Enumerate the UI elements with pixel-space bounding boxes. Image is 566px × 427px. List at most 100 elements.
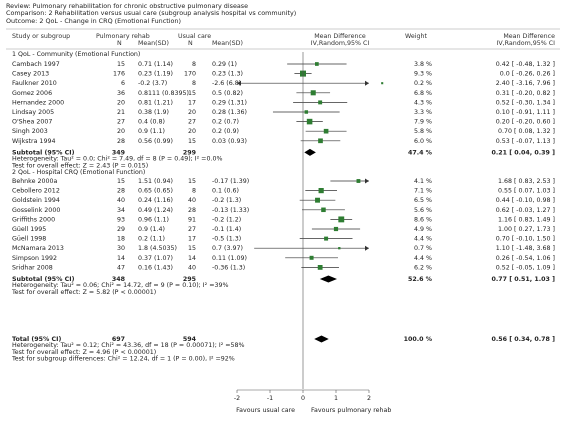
effect-point <box>318 138 323 144</box>
study-name: Güell 1998 <box>12 236 46 243</box>
effect-point <box>315 62 319 66</box>
rehab-n: 30 <box>117 245 125 252</box>
usual-n: 27 <box>188 119 196 126</box>
subtotal-ci: 0.21 [ 0.04, 0.39 ] <box>491 149 555 156</box>
weight-value: 0.2 % <box>414 80 432 87</box>
study-name: Simpson 1992 <box>12 255 57 262</box>
rehab-n: 21 <box>117 109 125 116</box>
study-arrow-right <box>365 245 369 251</box>
rehab-n: 40 <box>117 197 125 204</box>
study-name: Lindsay 2005 <box>12 109 54 116</box>
usual-n: 20 <box>188 128 196 135</box>
favours-right-label: Favours pulmonary rehab <box>311 407 391 414</box>
subtotal-diamond <box>319 275 337 283</box>
study-arrow-left <box>237 80 241 86</box>
overall-effect-note: Test for overall effect: Z = 2.43 (P = 0… <box>11 162 148 169</box>
review-title: Review: Pulmonary rehabilitation for chr… <box>6 2 249 10</box>
study-name: Behnke 2000a <box>12 178 57 185</box>
usual-mean-sd: 0.11 (1.09) <box>212 255 247 262</box>
heterogeneity-note: Heterogeneity: Tau² = 0.06; Chi² = 14.72… <box>12 282 228 289</box>
comparison-title: Comparison: 2 Rehabilitation versus usua… <box>6 9 297 18</box>
x-tick-label: 1 <box>334 395 338 402</box>
usual-mean-sd: -0.2 (1.3) <box>212 197 241 204</box>
usual-mean-sd: -0.13 (1.33) <box>212 207 249 214</box>
subtotal-rehab-n: 349 <box>112 149 125 156</box>
usual-n: 17 <box>188 236 196 243</box>
rehab-n: 20 <box>117 128 125 135</box>
md-ci-value: 0.0 [ -0.26, 0.26 ] <box>500 71 555 78</box>
rehab-n: 47 <box>117 264 125 271</box>
md-ci-value: 0.20 [ -0.20, 0.60 ] <box>496 119 555 126</box>
study-name: Sridhar 2008 <box>12 264 53 271</box>
usual-mean-sd: 0.5 (0.82) <box>212 90 243 97</box>
study-name: Singh 2003 <box>12 128 48 135</box>
usual-mean-sd: 0.2 (0.9) <box>212 128 239 135</box>
usual-n: 8 <box>192 80 196 87</box>
usual-mean-sd: 0.29 (1) <box>212 61 237 68</box>
usual-n: 15 <box>188 245 196 252</box>
rehab-mean-sd: 0.81 (1.21) <box>138 99 173 106</box>
study-name: O'Shea 2007 <box>12 119 52 126</box>
rehab-mean-sd: 0.56 (0.99) <box>138 138 173 145</box>
weight-value: 5.6 % <box>414 207 432 214</box>
x-tick-label: -2 <box>234 395 240 402</box>
col-usual: Usual care <box>178 33 211 40</box>
rehab-n: 15 <box>117 61 125 68</box>
md-ci-value: 2.40 [ -3.16, 7.96 ] <box>496 80 555 87</box>
usual-mean-sd: 0.7 (3.97) <box>212 245 243 252</box>
weight-value: 7.9 % <box>414 119 432 126</box>
md-ci-value: 0.70 [ 0.08, 1.32 ] <box>498 128 555 135</box>
effect-point <box>333 226 339 232</box>
usual-mean-sd: 0.2 (0.7) <box>212 119 239 126</box>
study-name: Wijkstra 1994 <box>12 138 55 145</box>
md-ci-value: 1.16 [ 0.83, 1.49 ] <box>498 216 555 223</box>
weight-value: 5.8 % <box>414 128 432 135</box>
study-name: Gosselink 2000 <box>12 207 60 214</box>
usual-n: 15 <box>188 90 196 97</box>
study-name: Hernandez 2000 <box>12 99 64 106</box>
col-study: Study or subgroup <box>12 33 70 40</box>
rehab-mean-sd: 1.51 (0.94) <box>138 178 173 185</box>
subtotal-usual-n: 299 <box>183 149 196 156</box>
md-ci-value: 0.26 [ -0.54, 1.06 ] <box>496 255 555 262</box>
study-name: Güell 1995 <box>12 226 46 233</box>
md-ci-value: 0.52 [ -0.30, 1.34 ] <box>496 99 555 106</box>
usual-mean-sd: -0.5 (1.3) <box>212 236 241 243</box>
effect-point <box>304 110 309 114</box>
study-arrow-right <box>365 178 369 184</box>
x-tick-label: 0 <box>301 395 305 402</box>
study-name: Cebollero 2012 <box>12 188 60 195</box>
col-md2-sub: IV,Random,95% CI <box>497 40 556 47</box>
effect-point <box>309 255 314 260</box>
study-name: Gomez 2006 <box>12 90 52 97</box>
subtotal-label: Subtotal (95% CI) <box>12 149 75 156</box>
rehab-mean-sd: 0.49 (1.24) <box>138 207 173 214</box>
rehab-n: 176 <box>113 71 125 78</box>
usual-n: 15 <box>188 178 196 185</box>
subtotal-weight: 52.6 % <box>408 276 433 283</box>
total-weight: 100.0 % <box>404 336 433 343</box>
rehab-n: 14 <box>117 255 125 262</box>
effect-point <box>356 179 361 183</box>
total-note: Test for overall effect: Z = 4.96 (P < 0… <box>11 349 156 356</box>
total-rehab-n: 697 <box>112 336 125 343</box>
rehab-mean-sd: 0.2 (1.1) <box>138 236 165 243</box>
rehab-mean-sd: 0.16 (1.43) <box>138 264 173 271</box>
study-name: Cambach 1997 <box>12 61 60 68</box>
md-ci-value: 0.55 [ 0.07, 1.03 ] <box>498 188 555 195</box>
md-ci-value: 0.10 [ -0.91, 1.11 ] <box>496 109 555 116</box>
rehab-n: 6 <box>121 80 125 87</box>
usual-mean-sd: 0.23 (1.3) <box>212 71 243 78</box>
weight-value: 3.3 % <box>414 109 432 116</box>
usual-n: 14 <box>188 255 196 262</box>
weight-value: 6.8 % <box>414 90 432 97</box>
effect-point <box>315 197 320 203</box>
md-ci-value: 1.00 [ 0.27, 1.73 ] <box>498 226 555 233</box>
usual-mean-sd: 0.1 (0.6) <box>212 188 239 195</box>
favours-left-label: Favours usual care <box>236 407 295 414</box>
col-usual-meansd: Mean(SD) <box>212 40 243 47</box>
usual-mean-sd: 0.28 (1.36) <box>212 109 247 116</box>
usual-mean-sd: -0.2 (1.2) <box>212 216 241 223</box>
weight-value: 4.9 % <box>414 226 432 233</box>
